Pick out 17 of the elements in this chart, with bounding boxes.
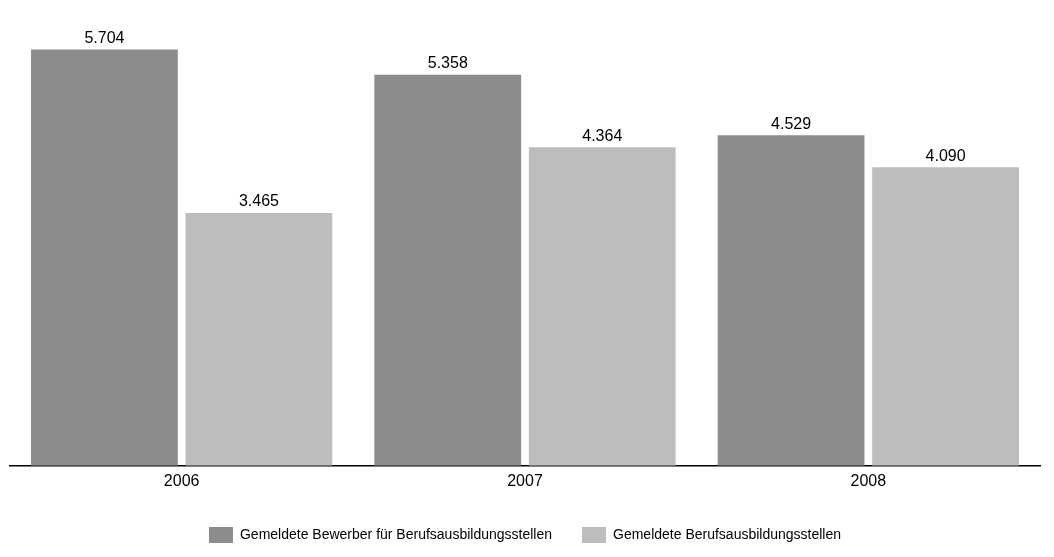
x-tick-label: 2006 <box>163 471 200 489</box>
bar <box>872 167 1019 466</box>
data-label: 4.364 <box>582 126 623 144</box>
legend-label: Gemeldete Berufsausbildungsstellen <box>613 525 842 542</box>
data-label: 3.465 <box>238 192 280 210</box>
data-label: 4.090 <box>925 146 966 164</box>
bar <box>31 49 178 466</box>
data-label: 5.358 <box>427 54 468 72</box>
bar <box>374 74 522 466</box>
data-label: 4.529 <box>771 114 812 132</box>
x-tick-label: 2007 <box>507 471 543 489</box>
bar <box>185 212 333 466</box>
data-label: 5.704 <box>84 29 125 46</box>
x-tick-label: 2008 <box>850 471 887 489</box>
bar <box>717 135 865 466</box>
legend-label: Gemeldete Bewerber für Berufsausbildungsstellen <box>239 525 553 542</box>
bar <box>528 147 676 466</box>
